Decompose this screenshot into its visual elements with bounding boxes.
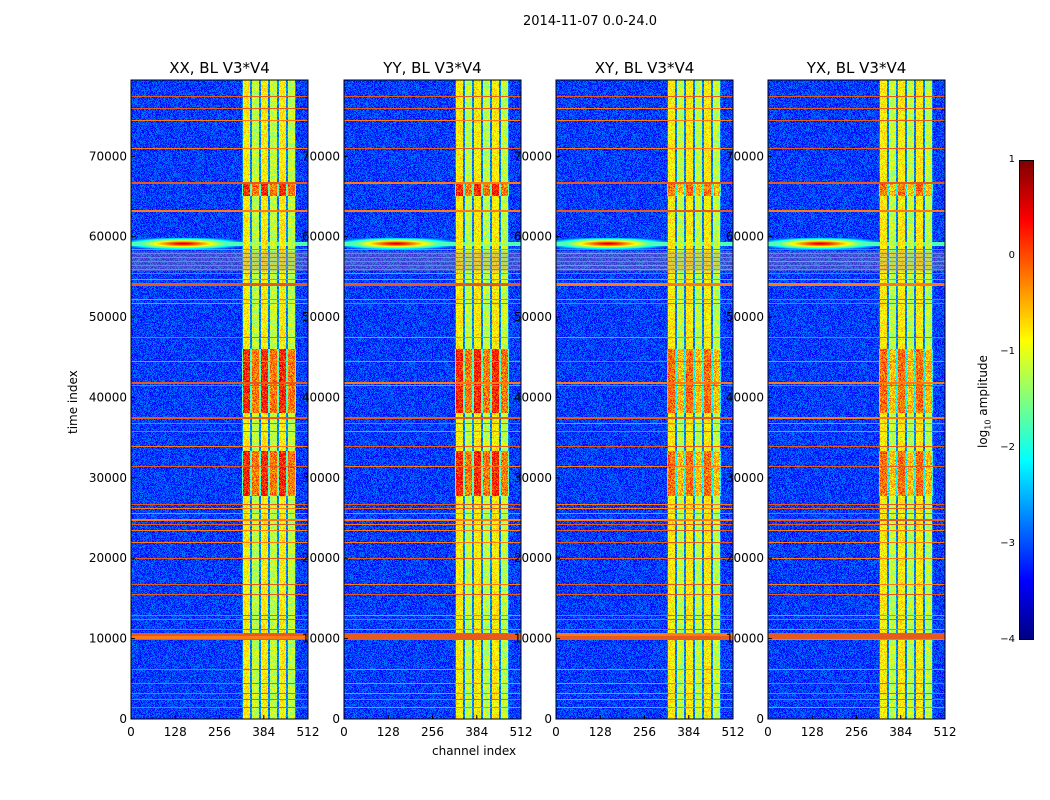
colorbar-tick-label: −4 [1000,634,1015,645]
y-tick-label: 60000 [89,230,127,244]
plot-frame [130,79,309,720]
x-tick-label: 128 [377,725,400,739]
heatmap-panel [131,80,308,719]
x-tick-label: 512 [510,725,533,739]
colorbar-tick-label: −2 [1000,442,1015,453]
y-tick-label: 40000 [89,390,127,404]
colorbar-label: log10 amplitude [976,355,993,448]
y-tick-label: 0 [119,712,127,726]
y-tick-label: 20000 [514,551,552,565]
y-tick-label: 60000 [302,230,340,244]
y-tick-label: 60000 [514,230,552,244]
x-tick-label: 384 [252,725,275,739]
heatmap-panel [344,80,521,719]
x-tick-label: 384 [889,725,912,739]
x-tick-label: 128 [801,725,824,739]
y-tick-label: 0 [332,712,340,726]
figure-title: 2014-11-07 0.0-24.0 [523,14,657,29]
panel-title: YY, BL V3*V4 [383,59,482,77]
y-tick-label: 10000 [89,632,127,646]
y-tick-label: 70000 [514,149,552,163]
x-tick-label: 128 [164,725,187,739]
y-tick-label: 50000 [302,310,340,324]
y-tick-label: 50000 [514,310,552,324]
y-tick-label: 40000 [514,390,552,404]
x-tick-label: 256 [633,725,656,739]
x-tick-label: 256 [421,725,444,739]
plot-frame [555,79,734,720]
y-tick-label: 20000 [89,551,127,565]
panel-title: XY, BL V3*V4 [594,59,695,77]
y-tick-label: 10000 [302,632,340,646]
x-tick-label: 0 [552,725,560,739]
y-tick-label: 70000 [89,149,127,163]
x-tick-label: 256 [208,725,231,739]
y-axis-label: time index [66,370,80,434]
y-tick-label: 30000 [514,471,552,485]
plot-frame [343,79,522,720]
x-tick-label: 0 [340,725,348,739]
y-tick-label: 70000 [302,149,340,163]
heatmap-panel [556,80,733,719]
panel-title: XX, BL V3*V4 [169,59,270,77]
y-tick-label: 30000 [726,471,764,485]
y-tick-label: 70000 [726,149,764,163]
y-tick-label: 50000 [726,310,764,324]
x-tick-label: 512 [722,725,745,739]
panel-axes: 0 128 256 384 512 0 10000 20000 30000 40000 50000 6… [302,79,533,739]
heatmap-panel [768,80,945,719]
y-tick-label: 10000 [514,632,552,646]
x-tick-label: 128 [589,725,612,739]
colorbar-gradient [1019,160,1034,640]
y-tick-label: 20000 [302,551,340,565]
y-tick-label: 40000 [302,390,340,404]
x-axis-label: channel index [432,744,517,758]
panel-axes: 0 128 256 384 512 0 10000 20000 30000 40000 50000 6… [89,79,320,739]
x-tick-label: 0 [764,725,772,739]
x-tick-label: 0 [127,725,135,739]
colorbar-tick-label: −3 [1000,538,1015,549]
panel-axes: 0 128 256 384 512 0 10000 20000 30000 40000 50000 6… [726,79,957,739]
y-tick-label: 60000 [726,230,764,244]
y-tick-label: 10000 [726,632,764,646]
colorbar-tick-label: 1 [1008,154,1015,165]
y-tick-label: 0 [544,712,552,726]
y-tick-label: 30000 [89,471,127,485]
panel-title: YX, BL V3*V4 [806,59,907,77]
y-tick-label: 50000 [89,310,127,324]
x-tick-label: 384 [677,725,700,739]
y-tick-label: 0 [756,712,764,726]
x-tick-label: 512 [934,725,957,739]
x-tick-label: 384 [465,725,488,739]
y-tick-label: 40000 [726,390,764,404]
colorbar-tick-label: −1 [1000,346,1015,357]
panel-axes: 0 128 256 384 512 0 10000 20000 30000 40000 50000 6… [514,79,745,739]
y-tick-label: 30000 [302,471,340,485]
x-tick-label: 256 [845,725,868,739]
y-tick-label: 20000 [726,551,764,565]
x-tick-label: 512 [297,725,320,739]
colorbar-tick-label: 0 [1008,250,1015,261]
plot-frame [767,79,946,720]
